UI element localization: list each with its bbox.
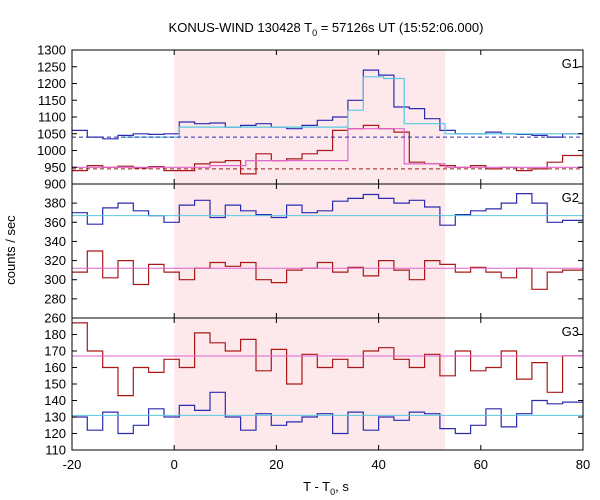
panel-g2-label: G2 — [562, 190, 579, 205]
chart-title: KONUS-WIND 130428 T0 = 57126s UT (15:52:… — [169, 20, 484, 38]
panel-g3-ytick-label: 120 — [44, 426, 66, 441]
panel-g2-red-counts — [72, 250, 583, 290]
panel-g1-label: G1 — [562, 56, 579, 71]
panel-g1-ytick-label: 950 — [44, 160, 66, 175]
panel-g2-ytick-label: 260 — [44, 311, 66, 326]
panel-g3-blue-counts — [72, 391, 583, 435]
panel-g1-magenta-fit-step — [72, 128, 583, 168]
panel-g3-ytick-label: 150 — [44, 377, 66, 392]
panel-g1-ytick-label: 1100 — [38, 110, 66, 125]
x-tick-label: -20 — [63, 457, 82, 472]
y-axis-label: counts / sec — [3, 215, 18, 285]
x-tick-label: 20 — [269, 457, 283, 472]
x-tick-label: 60 — [474, 457, 488, 472]
panel-g1-ytick-label: 1250 — [37, 59, 66, 74]
panel-g2-ytick-label: 380 — [44, 196, 66, 211]
panel-g3-ytick-label: 180 — [44, 327, 66, 342]
panel-g2-ytick-label: 300 — [44, 272, 66, 287]
panel-g3-ytick-label: 160 — [44, 360, 66, 375]
panel-g3-label: G3 — [562, 324, 579, 339]
panel-g1-blue-counts — [72, 69, 583, 140]
panel-g2-ytick-label: 340 — [44, 234, 66, 249]
panel-g1-ytick-label: 1150 — [38, 93, 66, 108]
x-tick-label: 80 — [576, 457, 590, 472]
panel-g1-red-counts — [72, 124, 583, 175]
panel-g1-ytick-label: 1200 — [37, 76, 66, 91]
panel-g2-ytick-label: 280 — [44, 291, 66, 306]
plot-area: 9009501000105011001150120012501300G12602… — [37, 43, 590, 473]
panel-g3-ytick-label: 110 — [45, 443, 66, 458]
panel-g3-ytick-label: 170 — [44, 344, 66, 359]
panel-g3-ytick-label: 140 — [44, 393, 66, 408]
panel-g1-ytick-label: 1000 — [37, 143, 66, 158]
panel-g2-ytick-label: 360 — [44, 215, 66, 230]
x-tick-label: 0 — [171, 457, 178, 472]
x-axis-label: T - T0, s — [303, 479, 349, 497]
panel-g1-ytick-label: 1050 — [37, 126, 66, 141]
panel-g3-red-counts — [72, 322, 583, 397]
panel-g1-ytick-label: 900 — [44, 177, 66, 192]
panel-g1-ytick-label: 1300 — [37, 43, 66, 58]
panel-g2-ytick-label: 320 — [44, 253, 66, 268]
panel-g1-cyan-fit-step — [123, 76, 583, 138]
burst-interval-shade — [174, 50, 446, 450]
x-tick-label: 40 — [371, 457, 385, 472]
panel-g3-ytick-label: 130 — [44, 410, 66, 425]
